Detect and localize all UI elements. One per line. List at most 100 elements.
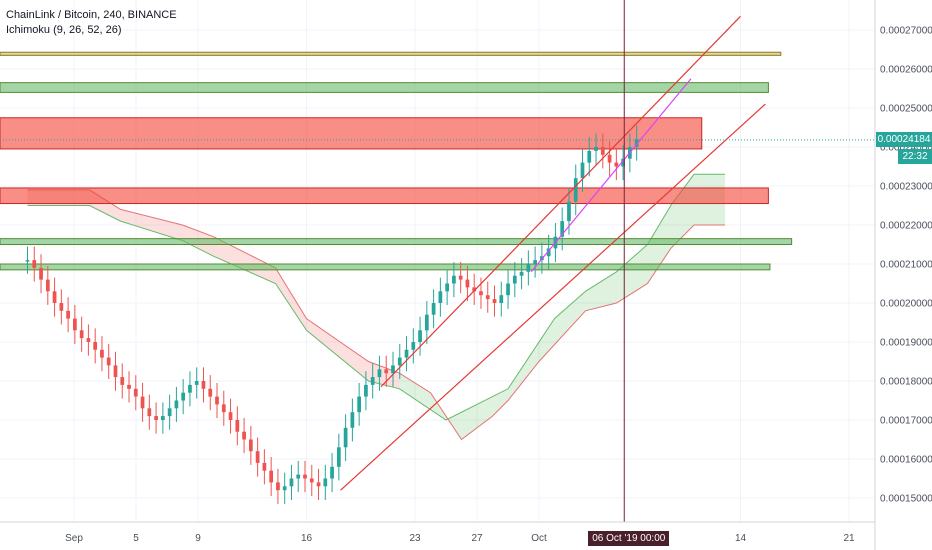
crosshair-time-label: 06 Oct '19 00:00	[588, 531, 670, 546]
candle-body	[330, 466, 334, 479]
candle-body	[289, 478, 294, 487]
candle-body	[431, 303, 436, 315]
leading-span-a	[27, 173, 725, 421]
candle-body	[127, 384, 131, 389]
candle-body	[194, 381, 199, 385]
zone-red	[0, 117, 703, 150]
candle-body	[512, 275, 517, 284]
candle-body	[452, 275, 456, 284]
candles	[25, 125, 639, 504]
candle-body	[364, 384, 368, 397]
grid	[0, 0, 875, 522]
candle-body	[526, 264, 531, 272]
candle-body	[39, 267, 43, 280]
candle-body	[472, 287, 477, 292]
indicator-title[interactable]: Ichimoku (9, 26, 52, 26)	[6, 24, 122, 36]
x-tick-label: 27	[471, 533, 483, 544]
candle-body	[276, 482, 280, 491]
candle-body	[269, 470, 274, 483]
trend-support	[530, 78, 692, 273]
y-tick-label: 0.00027000	[880, 26, 932, 37]
candle-body	[533, 260, 537, 264]
candle-body	[45, 279, 50, 292]
candle-body	[594, 147, 598, 151]
zone-green	[0, 238, 793, 245]
candle-body	[316, 482, 321, 487]
y-tick-label: 0.00020000	[880, 299, 932, 310]
candle-body	[147, 408, 152, 417]
channel-upper	[380, 15, 741, 388]
y-tick-label: 0.00022000	[880, 221, 932, 232]
ichimoku-cloud	[27, 173, 725, 441]
leading-span-b	[27, 189, 725, 441]
candle-body	[59, 303, 64, 311]
candle-body	[506, 283, 510, 296]
x-tick-label: 23	[409, 533, 421, 544]
y-tick-label: 0.00021000	[880, 260, 932, 271]
candle-body	[296, 474, 301, 479]
candle-body	[79, 330, 84, 339]
candle-body	[397, 357, 402, 366]
candle-body	[424, 314, 429, 331]
y-tick-label: 0.00019000	[880, 338, 932, 349]
candle-body	[438, 291, 443, 303]
chart-legend: ChainLink / Bitcoin, 240, BINANCE Ichimo…	[6, 8, 177, 38]
zone-red	[0, 187, 769, 205]
candle-body	[485, 295, 490, 300]
candle-body	[350, 412, 355, 428]
y-tick-label: 0.00024000	[880, 143, 932, 154]
candle-body	[560, 221, 565, 237]
y-tick-label: 0.00025000	[880, 104, 932, 115]
y-tick-label: 0.00018000	[880, 377, 932, 388]
candle-body	[404, 349, 409, 358]
candle-body	[445, 283, 449, 292]
candle-body	[546, 248, 551, 257]
candle-body	[580, 162, 585, 179]
candle-body	[86, 338, 91, 342]
y-tick-label: 0.00017000	[880, 416, 932, 427]
candle-body	[93, 342, 98, 350]
candle-body	[248, 439, 253, 452]
candle-body	[221, 404, 226, 413]
candle-body	[336, 447, 341, 467]
candle-body	[133, 388, 138, 397]
candle-body	[634, 139, 639, 147]
candle-body	[242, 431, 246, 440]
candle-body	[357, 396, 362, 413]
candle-body	[323, 478, 328, 487]
candle-body	[303, 474, 307, 479]
x-tick-label: 21	[843, 533, 855, 544]
candle-body	[458, 275, 463, 280]
candle-body	[600, 147, 605, 155]
zone-green	[0, 263, 771, 271]
candle-body	[228, 412, 233, 420]
candle-body	[384, 369, 389, 374]
candle-body	[492, 299, 497, 303]
candle-body	[391, 365, 395, 374]
x-tick-label: 14	[735, 533, 747, 544]
candle-body	[607, 154, 612, 163]
y-tick-label: 0.00015000	[880, 494, 932, 505]
candle-body	[343, 427, 348, 448]
x-tick-label: Oct	[531, 533, 547, 544]
candle-body	[140, 396, 145, 409]
x-tick-label: 16	[301, 533, 313, 544]
candle-body	[411, 342, 416, 350]
zone-olive	[0, 51, 782, 56]
candle-body	[282, 486, 287, 491]
candle-body	[479, 291, 483, 296]
y-tick-label: 0.00023000	[880, 182, 932, 193]
candle-body	[235, 420, 240, 432]
candle-body	[573, 178, 578, 202]
horizontal-zones	[0, 51, 793, 271]
candle-body	[100, 349, 104, 358]
candle-body	[181, 392, 186, 401]
candle-body	[52, 291, 57, 303]
symbol-title[interactable]: ChainLink / Bitcoin, 240, BINANCE	[6, 9, 177, 21]
candle-body	[567, 201, 571, 222]
x-tick-label: 5	[133, 533, 139, 544]
candle-body	[621, 158, 625, 167]
bar-countdown: 22:32	[898, 148, 932, 164]
candle-body	[614, 162, 619, 167]
